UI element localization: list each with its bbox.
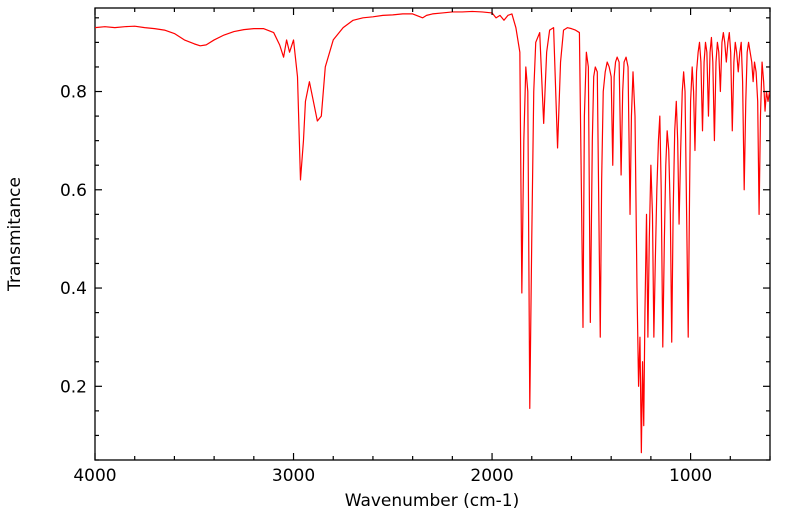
- chart-ticks-layer: 4000 3000 2000 1000 0.2 0.4 0.6 0.8: [60, 8, 771, 486]
- x-tick-label: 3000: [272, 466, 315, 486]
- chart-axes-layer: [94, 7, 771, 461]
- y-axis-label: Transmitance: [5, 177, 25, 292]
- x-tick-label: 2000: [470, 466, 513, 486]
- plot-frame: [94, 7, 771, 461]
- chart-series-layer: [95, 10, 770, 454]
- x-tick-label: 4000: [73, 466, 116, 486]
- x-axis-label: Wavenumber (cm-1): [345, 491, 520, 511]
- y-tick-label: 0.8: [60, 83, 87, 103]
- y-tick-label: 0.4: [60, 279, 87, 299]
- y-tick-label: 0.2: [60, 377, 87, 397]
- spectrum-line: [95, 10, 770, 454]
- x-tick-label: 1000: [669, 466, 712, 486]
- y-tick-label: 0.6: [60, 181, 87, 201]
